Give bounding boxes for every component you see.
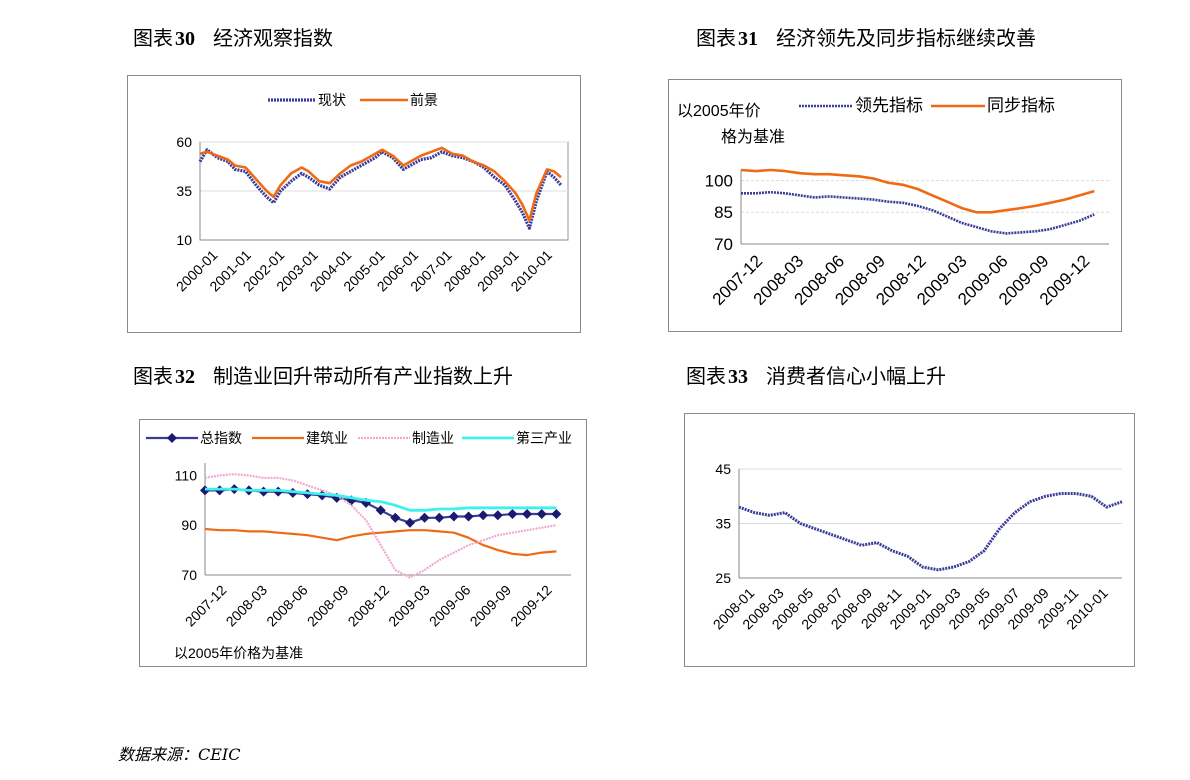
legend-label: 前景: [410, 92, 438, 108]
data-point-marker: [419, 512, 430, 523]
y-tick-label: 25: [715, 570, 731, 586]
data-source-note: 数据来源：CEIC: [118, 745, 241, 764]
legend-label: 建筑业: [306, 430, 348, 446]
y-tick-label: 60: [176, 134, 192, 150]
x-tick-label: 2007-12: [182, 582, 230, 630]
y-tick-label: 35: [715, 515, 731, 531]
caption-prefix: 图表: [696, 26, 736, 50]
chart-frame-33: 25 35 45 2008-01 2008-03 2008-05 2008-07 2008-0…: [684, 413, 1135, 667]
chart-frame-30: 10 35 60 2000-01 2001-01 2002-01 2003-01 2004-0…: [127, 75, 581, 333]
series-line-consumer-confidence: [738, 492, 1123, 572]
legend-label: 同步指标: [987, 96, 1055, 115]
series-line-现状: [198, 148, 563, 230]
series-line-领先指标: [741, 190, 1095, 235]
data-point-marker: [463, 511, 474, 522]
data-point-marker: [390, 512, 401, 523]
caption-prefix: 图表: [133, 364, 173, 388]
caption-text: 消费者信心小幅上升: [766, 364, 946, 388]
data-point-marker: [551, 509, 562, 520]
legend-marker: [167, 433, 177, 443]
data-point-marker: [536, 509, 547, 520]
legend-label: 现状: [318, 92, 346, 108]
caption-figure-30: 图表 30 经济观察指数: [133, 22, 333, 51]
x-tick-label: 2009-06: [426, 582, 474, 630]
y-tick-label: 35: [176, 183, 192, 199]
caption-figure-32: 图表 32 制造业回升带动所有产业指数上升: [133, 360, 513, 389]
chart-note: 以2005年价格为基准: [174, 645, 303, 661]
series-line-第三产业: [205, 487, 557, 512]
data-point-marker: [404, 517, 415, 528]
data-point-marker: [478, 510, 489, 521]
y-tick-label: 10: [176, 232, 192, 248]
y-tick-label: 90: [181, 517, 197, 533]
y-tick-label: 85: [714, 203, 733, 222]
caption-number: 31: [738, 28, 758, 50]
caption-figure-31: 图表 31 经济领先及同步指标继续改善: [696, 22, 1036, 51]
data-point-marker: [434, 512, 445, 523]
x-tick-label: 2008-09: [304, 582, 352, 630]
data-point-marker: [522, 509, 533, 520]
chart-frame-32: 70 90 110 2007-12 2008-03 2008-06 2008-09 2008-…: [139, 419, 587, 667]
chart-leading-coincident: 70851002007-122008-032008-062008-092008-…: [677, 96, 1109, 309]
data-point-marker: [492, 510, 503, 521]
caption-figure-33: 图表 33 消费者信心小幅上升: [686, 360, 946, 389]
y-tick-label: 110: [175, 467, 198, 483]
x-tick-label: 2009-09: [467, 582, 515, 630]
data-point-marker: [448, 511, 459, 522]
caption-prefix: 图表: [133, 26, 173, 50]
caption-number: 32: [175, 366, 195, 388]
legend-label: 制造业: [412, 430, 454, 446]
x-tick-label: 2009-12: [507, 582, 555, 630]
legend-label: 第三产业: [516, 430, 572, 446]
chart-note: 以2005年价: [677, 102, 761, 120]
series-line-建筑业: [204, 527, 557, 557]
x-tick-label: 2008-06: [263, 582, 311, 630]
chart-note: 格为基准: [721, 128, 785, 146]
series-line-制造业: [204, 473, 557, 579]
x-tick-label: 2009-03: [385, 582, 433, 630]
y-tick-label: 100: [705, 172, 733, 191]
x-tick-label: 2008-12: [345, 582, 393, 630]
series-line-前景: [199, 146, 562, 222]
data-point-marker: [507, 509, 518, 520]
chart-frame-31: 70 85 100 2007-12 2008-03 2008-06 2008-09 2008-…: [668, 79, 1122, 332]
caption-text: 经济领先及同步指标继续改善: [776, 26, 1036, 50]
caption-text: 制造业回升带动所有产业指数上升: [213, 364, 513, 388]
caption-number: 30: [175, 28, 195, 50]
legend-label: 领先指标: [855, 96, 923, 115]
y-tick-label: 45: [715, 461, 731, 477]
chart-economic-observation: 1035602000-012001-012002-012003-012004-0…: [173, 92, 569, 294]
x-tick-label: 2008-03: [223, 582, 271, 630]
data-point-marker: [375, 505, 386, 516]
chart-consumer-confidence: 2535452008-012008-032008-052008-072008-0…: [710, 461, 1123, 632]
chart-industry-index: 70 90 110 2007-122008-032008-062008-092008-…: [146, 430, 572, 661]
series-line-同步指标: [740, 168, 1095, 214]
legend-label: 总指数: [200, 430, 242, 446]
caption-prefix: 图表: [686, 364, 726, 388]
caption-text: 经济观察指数: [213, 26, 333, 50]
caption-number: 33: [728, 366, 748, 388]
y-tick-label: 70: [714, 235, 733, 254]
y-tick-label: 70: [181, 567, 197, 583]
